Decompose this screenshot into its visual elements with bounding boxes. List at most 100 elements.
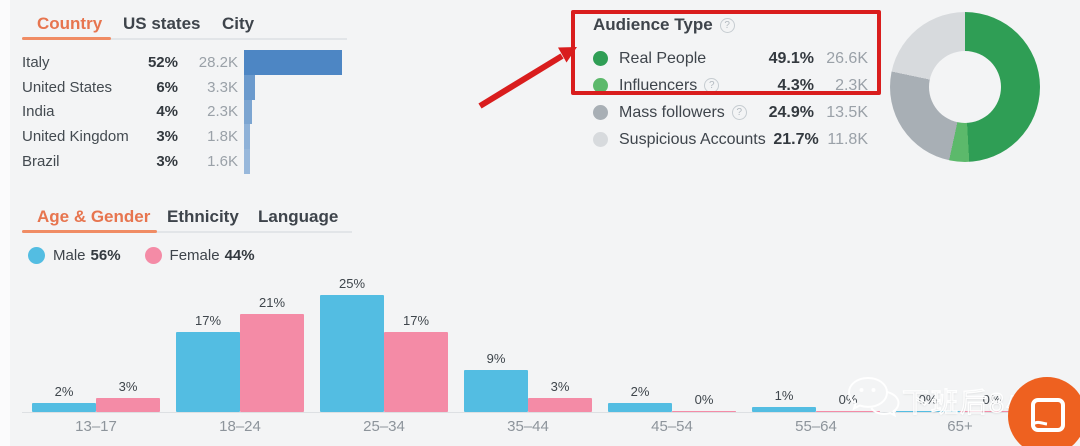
audience-percent: 4.3%	[777, 76, 814, 94]
bar-value-label: 25%	[338, 276, 366, 291]
bar-value-label: 17%	[402, 313, 430, 329]
audience-row: Mass followers? 24.9% 13.5K	[593, 99, 868, 126]
age-label: 25–34	[363, 418, 405, 435]
bar-male	[176, 332, 240, 412]
demo-tabs-underline	[22, 231, 352, 233]
bar-female	[528, 397, 592, 412]
bar-female	[672, 410, 736, 412]
bar-female	[960, 410, 1024, 412]
age-group: 0% 0%	[896, 391, 1024, 412]
donut-hole	[929, 51, 1001, 123]
country-bar	[244, 74, 256, 100]
country-bar	[244, 124, 250, 150]
female-dot-icon	[144, 247, 162, 264]
female-percent: 44%	[224, 247, 255, 264]
table-row: Brazil 3% 1.6K	[22, 149, 352, 174]
female-label: Female	[169, 247, 220, 264]
tab-age-gender[interactable]: Age & Gender	[37, 207, 151, 226]
country-name: Brazil	[22, 153, 60, 171]
audience-count: 11.8K	[827, 130, 868, 148]
bar-female	[384, 332, 448, 412]
country-name: India	[22, 103, 55, 121]
suspicious-accounts-dot-icon	[593, 132, 608, 147]
tab-language[interactable]: Language	[258, 207, 339, 226]
country-percent: 6%	[156, 78, 178, 96]
bar-male	[608, 402, 672, 412]
page-gutter	[0, 0, 10, 446]
age-group: 25% 17%	[320, 276, 448, 412]
demo-active-tab-underline	[22, 230, 157, 233]
mass-followers-dot-icon	[593, 105, 608, 120]
bar-value-label: 3%	[550, 378, 570, 394]
influencers-dot-icon	[593, 78, 608, 93]
audience-count: 13.5K	[826, 103, 868, 121]
country-name: United States	[22, 78, 113, 96]
bar-value-label: 0%	[694, 391, 714, 407]
bar-value-label: 21%	[258, 294, 286, 310]
audience-count: 26.6K	[826, 49, 868, 67]
bar-male	[32, 402, 96, 412]
age-group: 17% 21%	[176, 295, 304, 412]
bar-value-label: 0%	[838, 391, 858, 407]
chart-baseline	[22, 412, 1058, 413]
audience-count: 2.3K	[835, 76, 868, 94]
bar-value-label: 0%	[982, 391, 1002, 407]
audience-row: Real People 49.1% 26.6K	[593, 45, 868, 72]
age-label: 35–44	[507, 418, 549, 435]
help-icon[interactable]: ?	[731, 105, 747, 120]
audience-row: Suspicious Accounts 21.7% 11.8K	[593, 126, 868, 153]
bar-value-label: 2%	[630, 383, 650, 399]
watermark-badge	[1008, 377, 1080, 446]
audience-label: Suspicious Accounts	[619, 130, 766, 148]
age-label: 55–64	[795, 418, 837, 435]
country-count: 28.2K	[198, 53, 238, 71]
audience-percent: 21.7%	[773, 130, 819, 148]
help-icon[interactable]: ?	[704, 78, 720, 93]
age-label: 45–54	[651, 418, 693, 435]
age-label: 18–24	[219, 418, 261, 435]
country-percent: 52%	[147, 53, 178, 71]
bar-female	[816, 410, 880, 412]
audience-type-title: Audience Type	[593, 15, 713, 34]
gender-legend: Male 56% Female 44%	[28, 247, 279, 264]
table-row: United States 6% 3.3K	[22, 74, 352, 100]
bar-value-label: 0%	[918, 391, 938, 407]
country-name: Italy	[22, 53, 50, 71]
country-percent: 4%	[156, 103, 178, 121]
age-label: 13–17	[75, 418, 117, 435]
bar-male	[896, 410, 960, 412]
table-row: India 4% 2.3K	[22, 99, 352, 125]
annotation-arrow-icon	[478, 47, 577, 109]
tab-ethnicity[interactable]: Ethnicity	[167, 207, 239, 226]
audience-label: Real People	[619, 49, 707, 67]
country-count: 2.3K	[207, 103, 238, 121]
country-count: 1.8K	[207, 128, 238, 146]
help-icon[interactable]: ?	[719, 17, 735, 33]
age-group: 1% 0%	[752, 388, 880, 412]
book-icon	[1031, 398, 1065, 432]
bar-value-label: 1%	[774, 388, 794, 404]
country-percent: 3%	[156, 153, 178, 171]
real-people-dot-icon	[593, 51, 608, 66]
audience-percent: 49.1%	[768, 49, 814, 67]
audience-label: Influencers	[619, 76, 698, 94]
audience-label: Mass followers	[619, 103, 725, 121]
bar-female	[240, 313, 304, 412]
audience-type-donut-chart	[890, 12, 1040, 162]
country-name: United Kingdom	[22, 128, 129, 146]
bar-value-label: 17%	[194, 313, 222, 329]
bar-male	[752, 407, 816, 412]
audience-type-panel: Audience Type ? Real People 49.1% 26.6K …	[593, 15, 868, 153]
tab-city[interactable]: City	[222, 14, 255, 33]
age-label: 65+	[947, 418, 973, 435]
tab-country[interactable]: Country	[37, 14, 103, 33]
audience-percent: 24.9%	[768, 103, 814, 121]
male-label: Male	[53, 247, 86, 264]
bar-value-label: 2%	[54, 383, 74, 399]
tab-us-states[interactable]: US states	[123, 14, 201, 33]
bar-value-label: 9%	[486, 350, 506, 366]
table-row: United Kingdom 3% 1.8K	[22, 124, 352, 150]
age-group: 9% 3%	[464, 351, 592, 412]
country-bar	[244, 50, 342, 75]
